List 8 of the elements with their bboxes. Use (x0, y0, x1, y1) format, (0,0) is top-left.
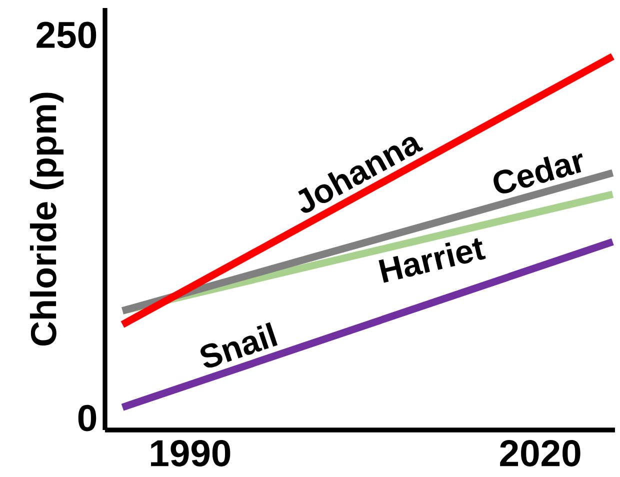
x-tick-label: 1990 (151, 440, 230, 466)
y-tick-label: 250 (36, 22, 96, 48)
y-tick-label: 0 (78, 404, 96, 432)
x-tick-label: 2020 (500, 440, 580, 466)
y-axis-title: Chloride (ppm) (30, 92, 64, 346)
text: Cedar (494, 153, 583, 194)
text: Harriet (378, 238, 486, 283)
text: Snail (200, 322, 278, 368)
